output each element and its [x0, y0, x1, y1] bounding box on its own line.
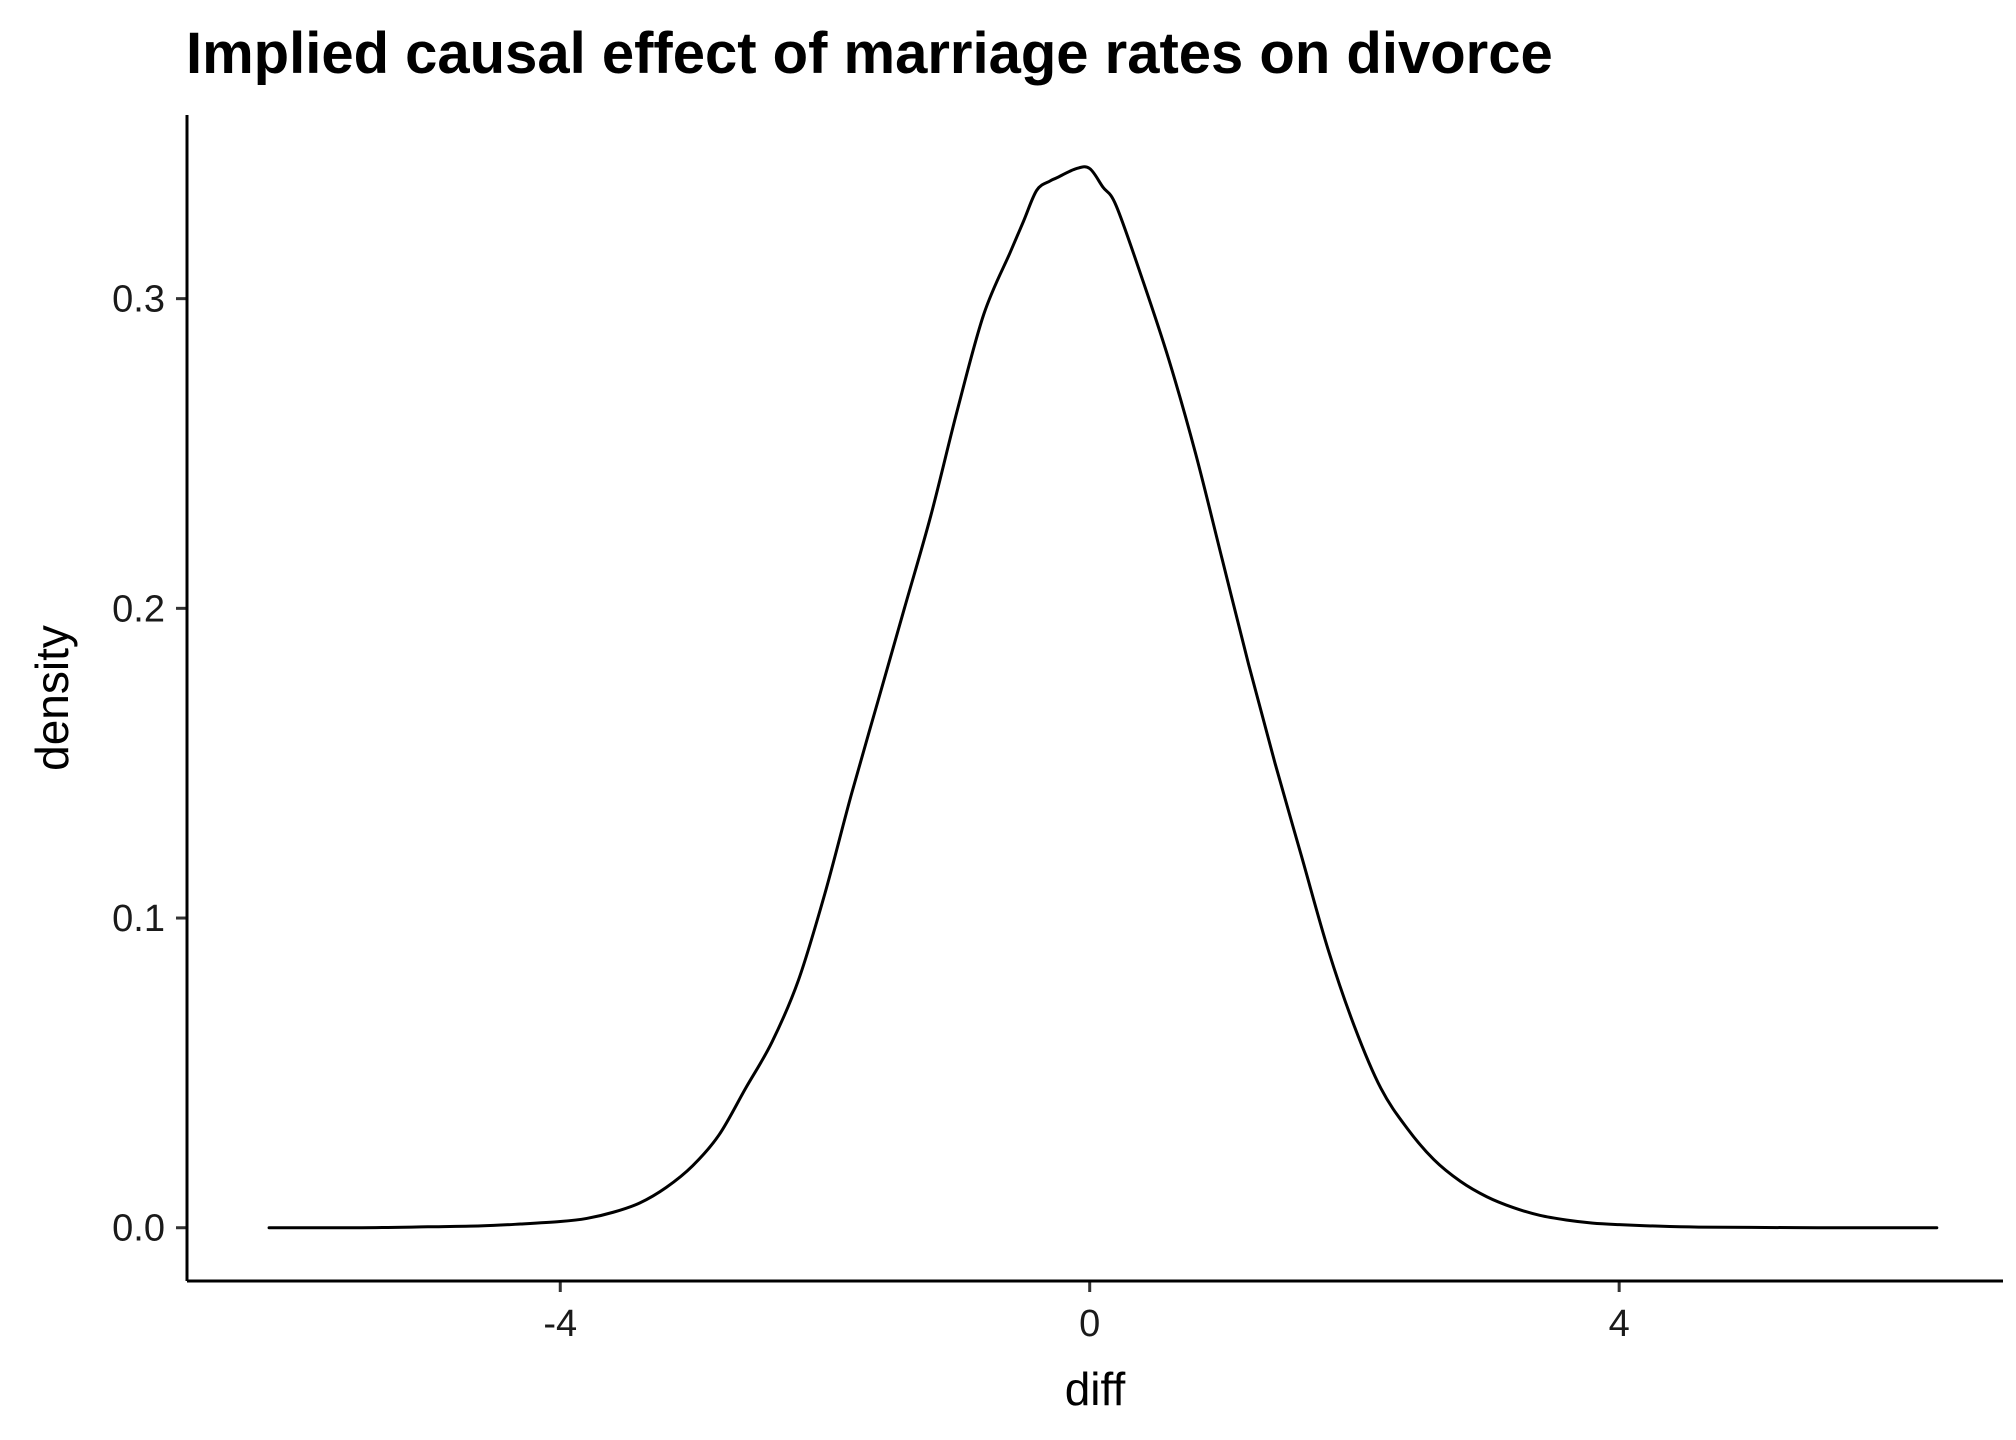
x-tick-label: 0	[1079, 1303, 1100, 1345]
y-tick-label: 0.0	[112, 1208, 165, 1250]
chart-title: Implied causal effect of marriage rates …	[186, 21, 1553, 86]
y-tick-label: 0.3	[112, 279, 165, 321]
y-tick-label: 0.1	[112, 898, 165, 940]
y-axis-title: density	[26, 625, 78, 771]
density-curve	[267, 165, 1939, 1230]
x-tick-label: -4	[543, 1303, 577, 1345]
y-tick-label: 0.2	[112, 588, 165, 630]
x-tick-label: 4	[1609, 1303, 1630, 1345]
x-axis-title: diff	[1065, 1363, 1126, 1415]
tick-layer: 0.0 0.1 0.2 0.3 -4 0 4	[112, 279, 1630, 1345]
